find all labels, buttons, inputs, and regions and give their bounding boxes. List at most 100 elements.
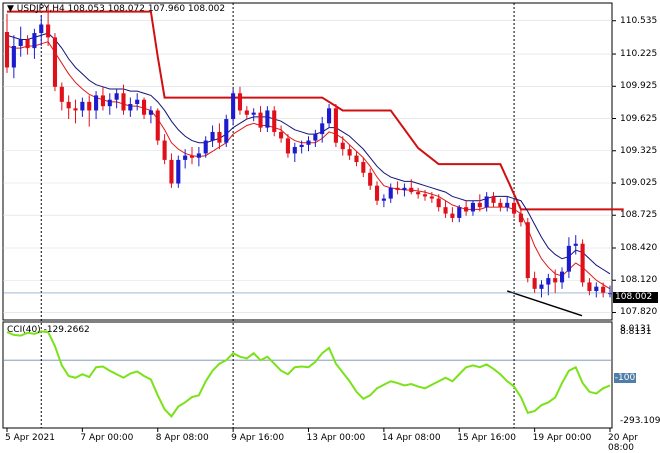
candle-body <box>573 243 578 246</box>
time-tick-label: 20 Apr 08:00 <box>608 433 638 453</box>
candle-body <box>559 271 565 283</box>
candle-body <box>73 108 78 111</box>
candle-body <box>162 140 167 160</box>
candle-body <box>66 101 71 109</box>
stop-level-line <box>7 10 624 211</box>
trend-line <box>506 290 583 317</box>
candle-body <box>327 108 332 124</box>
candle-body <box>539 284 544 289</box>
candle-body <box>272 110 277 132</box>
candle-body <box>148 110 153 115</box>
candle-body <box>217 131 222 143</box>
candle-body <box>52 37 58 87</box>
symbol-label: USDJPY,H4 <box>16 4 65 14</box>
cci-tick-label: 8.0131 <box>620 324 652 334</box>
candle-body <box>231 93 236 120</box>
fast-ma-line <box>6 41 611 290</box>
candle-body <box>107 99 112 107</box>
candle-body <box>416 192 421 195</box>
candle-body <box>279 131 284 139</box>
candle-body <box>566 245 571 272</box>
price-tick-label: 110.535 <box>620 15 658 26</box>
cci-tick-label: -293.1094 <box>620 416 660 426</box>
price-tick-label: 109.325 <box>620 145 658 156</box>
price-tick-label: 108.120 <box>620 275 658 286</box>
candle-body <box>354 155 359 163</box>
time-tick-label: 13 Apr 00:00 <box>306 433 366 443</box>
candle-body <box>94 95 99 111</box>
candle-body <box>299 144 304 147</box>
candle-body <box>532 278 537 289</box>
candle-body <box>594 286 599 291</box>
cci-tick-label: 8.8131 <box>620 327 652 337</box>
candle-body <box>457 207 462 218</box>
candle-body <box>553 278 558 283</box>
candle-body <box>203 140 208 154</box>
candle-body <box>347 149 352 156</box>
candle-body <box>436 198 441 208</box>
price-tick-label: 108.725 <box>620 210 658 221</box>
candle-body <box>470 202 476 212</box>
candle-body <box>402 187 407 190</box>
candle-body <box>525 222 530 279</box>
candle-body <box>464 207 469 212</box>
cci-name: CCI(40) <box>7 325 41 335</box>
candle-body <box>25 39 30 49</box>
candle-body <box>587 282 592 291</box>
candle-body <box>39 24 44 34</box>
envelope-line <box>6 32 611 275</box>
main-pane-frame <box>2 2 613 321</box>
price-tick-label: 107.820 <box>620 307 658 318</box>
candle-body <box>32 33 37 49</box>
price-tick-label: 108.420 <box>620 243 658 253</box>
candle-body <box>285 138 290 154</box>
candle-body <box>313 134 318 141</box>
candle-body <box>169 159 174 184</box>
cci-header: CCI(40) -129.2662 <box>7 325 90 335</box>
price-tick-label: 109.025 <box>620 177 658 188</box>
candle-body <box>18 39 23 46</box>
candle-body <box>340 142 345 150</box>
candle-body <box>46 24 51 38</box>
candle-body <box>189 155 195 158</box>
main-chart-header: ▼ USDJPY,H4 108.053 108.072 107.960 108.… <box>7 4 225 14</box>
candle-body <box>381 198 386 201</box>
candle-body <box>443 207 448 214</box>
candle-body <box>601 286 606 294</box>
chart-header-arrow-icon: ▼ <box>7 4 14 14</box>
candle-body <box>292 146 297 154</box>
candle-body <box>183 155 188 160</box>
time-tick-label: 19 Apr 00:00 <box>532 433 592 443</box>
candle-body <box>607 293 613 295</box>
time-tick-label: 8 Apr 08:00 <box>155 433 209 443</box>
candle-body <box>512 202 517 214</box>
candle-body <box>320 123 325 135</box>
time-tick-label: 5 Apr 2021 <box>5 433 55 443</box>
open-value: 108.053 <box>67 4 105 14</box>
candle-body <box>361 162 366 173</box>
candle-body <box>498 202 503 208</box>
candle-body <box>491 196 496 203</box>
candle-body <box>450 213 455 218</box>
candle-body <box>368 172 373 186</box>
candle-body <box>422 194 428 197</box>
time-tick-label: 14 Apr 08:00 <box>381 433 441 443</box>
candle-body <box>374 185 380 201</box>
candle-body <box>484 196 489 208</box>
price-tick-label: 109.625 <box>620 113 658 124</box>
cci-value: -129.2662 <box>43 325 90 335</box>
candle-body <box>580 243 585 283</box>
low-value: 107.960 <box>147 4 186 14</box>
time-tick-label: 9 Apr 16:00 <box>231 433 285 443</box>
high-value: 108.072 <box>107 4 145 14</box>
candle-body <box>80 101 85 111</box>
candle-body <box>11 45 16 68</box>
close-value: 108.002 <box>187 4 226 14</box>
price-tick-label: 109.925 <box>620 81 658 92</box>
candle-body <box>196 153 201 158</box>
candle-body <box>306 140 311 145</box>
candle-body <box>429 196 434 199</box>
time-tick-label: 7 Apr 00:00 <box>80 433 134 443</box>
